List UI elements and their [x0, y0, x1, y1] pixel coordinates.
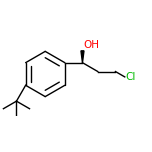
- Polygon shape: [81, 51, 84, 63]
- Text: Cl: Cl: [126, 72, 136, 82]
- Text: OH: OH: [83, 40, 99, 50]
